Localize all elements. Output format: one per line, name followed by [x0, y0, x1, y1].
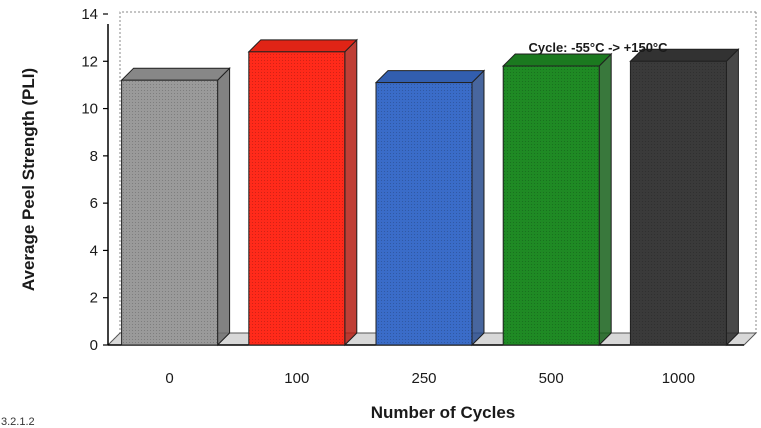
- bar-1000: [629, 48, 740, 347]
- bar-texture: [630, 61, 727, 346]
- x-tick-label-1000: 1000: [662, 370, 695, 387]
- bar-top-shade: [248, 39, 357, 52]
- y-tick-label-14: 14: [81, 6, 98, 23]
- bar-side-shade: [344, 39, 357, 345]
- bar-top-shade: [376, 70, 484, 83]
- y-tick-label-10: 10: [81, 101, 98, 118]
- y-tick-label-0: 0: [90, 337, 98, 354]
- bar-100: [247, 38, 359, 347]
- bar-texture: [121, 80, 218, 345]
- bar-top-shade: [630, 49, 739, 62]
- bar-250: [374, 69, 486, 347]
- x-tick-label-100: 100: [284, 370, 309, 387]
- bar-500: [501, 52, 613, 347]
- bar-texture: [376, 82, 472, 346]
- bar-side-shade: [599, 54, 612, 346]
- bar-top-shade: [503, 54, 612, 67]
- y-tick-label-4: 4: [90, 242, 98, 259]
- bar-side-shade: [726, 49, 739, 346]
- x-axis-title: Number of Cycles: [371, 403, 516, 422]
- y-tick-label-6: 6: [90, 195, 98, 212]
- bar-top-shade: [121, 68, 230, 81]
- y-axis-title: Average Peel Strength (PLI): [19, 68, 38, 291]
- bar-side-shade: [472, 70, 484, 346]
- y-tick-label-12: 12: [81, 53, 98, 70]
- x-tick-label-0: 0: [165, 370, 173, 387]
- x-tick-label-500: 500: [539, 370, 564, 387]
- bar-side-shade: [217, 68, 230, 345]
- bar-texture: [248, 51, 345, 345]
- corner-note: 3.2.1.2: [1, 416, 35, 428]
- bar-0: [120, 66, 231, 347]
- bar-texture: [503, 66, 600, 345]
- x-tick-label-250: 250: [411, 370, 436, 387]
- y-tick-label-2: 2: [90, 290, 98, 307]
- y-tick-label-8: 8: [90, 148, 98, 165]
- cycle-annotation: Cycle: -55°C -> +150°C: [528, 40, 668, 55]
